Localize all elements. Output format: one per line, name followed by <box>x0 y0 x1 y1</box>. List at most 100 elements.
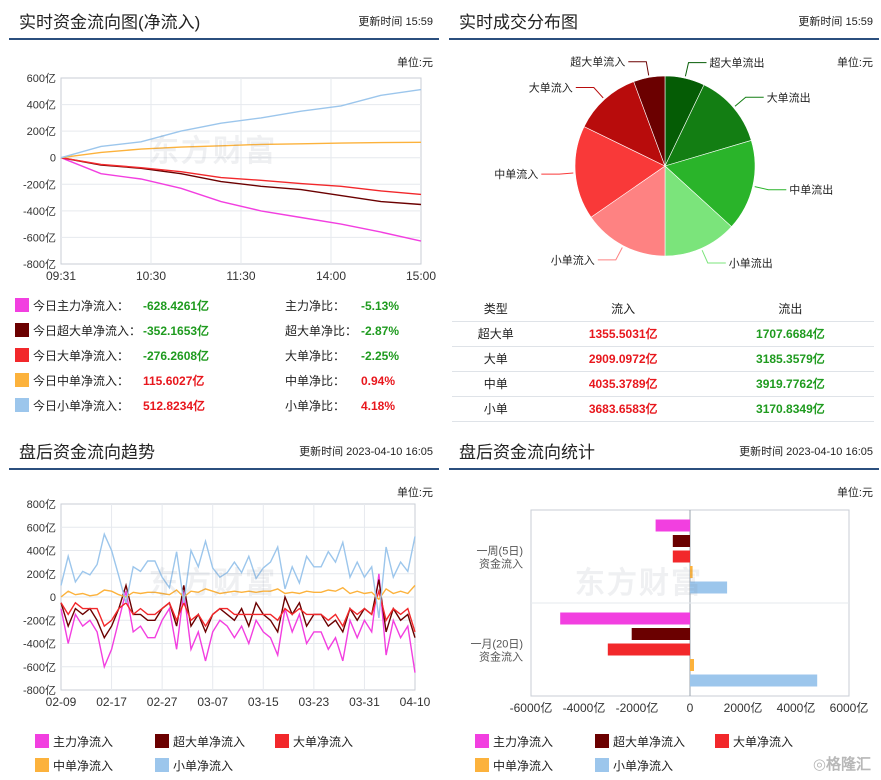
row-outflow: 3170.8349亿 <box>706 396 874 422</box>
legend-value: 512.8234亿 <box>143 399 206 413</box>
legend-swatch <box>15 373 29 387</box>
row-type: 小单 <box>452 396 540 422</box>
legend-item: 大单净流入 <box>275 734 353 750</box>
pie-leader-line <box>628 61 650 76</box>
legend-label: 主力净流入 <box>53 735 114 749</box>
legend-swatch <box>595 734 609 748</box>
category-label: 资金流入 <box>479 650 523 664</box>
legend-item: 小单净流入 <box>595 758 673 774</box>
pie-slice-label: 中单流入 <box>494 167 538 181</box>
y-tick-label: 400亿 <box>27 99 56 112</box>
legend-item: 今日小单净流入： <box>15 398 129 414</box>
bar <box>690 659 694 671</box>
panel-header: 实时资金流向图(净流入) 更新时间 15:59 <box>9 0 439 40</box>
panel-header: 实时成交分布图 更新时间 15:59 <box>449 0 879 40</box>
pie-slice <box>574 126 666 218</box>
legend-swatch <box>475 734 489 748</box>
y-tick-label: 0 <box>50 592 56 604</box>
panel-title: 实时资金流向图(净流入) <box>19 13 201 32</box>
realtime-flow-panel: 实时资金流向图(净流入) 更新时间 15:59 单位:元 600亿 400亿 200… <box>9 0 439 420</box>
row-inflow: 2909.0972亿 <box>539 346 707 372</box>
ratio-value: -5.13% <box>361 299 400 313</box>
panel-title: 实时成交分布图 <box>459 13 578 32</box>
legend-item: 超大单净流入 <box>595 734 685 750</box>
unit-label: 单位:元 <box>836 487 873 499</box>
pie-slice-label: 超大单流入 <box>570 55 625 69</box>
legend-swatch <box>155 758 169 772</box>
series-line <box>60 88 422 159</box>
update-time: 更新时间 2023-04-10 16:05 <box>299 446 433 458</box>
ratio-value: 0.94% <box>361 374 396 388</box>
ratio-value: -2.87% <box>361 324 400 338</box>
series-line <box>60 532 416 618</box>
x-tick-label: 03-15 <box>248 695 279 709</box>
post-market-stats-panel: 盘后资金流向统计 更新时间 2023-04-10 16:05 单位:元 -600… <box>449 430 879 780</box>
legend-swatch <box>35 758 49 772</box>
watermark: 东方财富 <box>149 567 277 600</box>
bar <box>560 612 690 625</box>
unit-label: 单位:元 <box>396 487 433 499</box>
stats-legend: 主力净流入 超大单净流入 大单净流入 中单净流入 小单净流入 <box>449 734 869 776</box>
series-line <box>60 588 416 633</box>
legend-row: 今日中单净流入： 115.6027亿 中单净比： 0.94% <box>15 373 435 389</box>
category-label: 一月(20日) <box>470 639 523 651</box>
pie-slice-label: 大单流出 <box>767 90 811 104</box>
y-tick-label: 200亿 <box>27 125 56 138</box>
pie-slice <box>590 165 666 257</box>
legend-row: 今日小单净流入： 512.8234亿 小单净比： 4.18% <box>15 398 435 414</box>
panel-header: 盘后资金流向统计 更新时间 2023-04-10 16:05 <box>449 430 879 470</box>
ratio-label: 小单净比： <box>285 399 346 413</box>
legend-item: 今日中单净流入： <box>15 373 129 389</box>
pie-leader-line <box>701 249 726 264</box>
x-tick-label: 03-23 <box>299 695 330 709</box>
legend-item: 今日超大单净流入： <box>15 323 141 339</box>
legend-swatch <box>275 734 289 748</box>
x-tick-label: 0 <box>687 701 694 715</box>
ratio-value: -2.25% <box>361 349 400 363</box>
realtime-distribution-panel: 实时成交分布图 更新时间 15:59 单位:元 超大单流出 大单流出 中单流出 小单流… <box>449 0 879 420</box>
legend-swatch <box>715 734 729 748</box>
y-tick-label: 600亿 <box>27 521 56 534</box>
column-header: 类型 <box>452 296 540 322</box>
row-outflow: 3185.3579亿 <box>706 346 874 372</box>
series-line <box>60 157 422 196</box>
row-inflow: 1355.5031亿 <box>539 321 707 347</box>
bar <box>690 581 728 594</box>
legend-value: -352.1653亿 <box>143 324 210 338</box>
watermark: 东方财富 <box>575 567 703 600</box>
y-tick-label: -400亿 <box>23 205 56 218</box>
unit-label: 单位:元 <box>836 57 873 69</box>
x-tick-label: 04-10 <box>400 695 431 709</box>
legend-swatch <box>15 398 29 412</box>
ratio-label: 中单净比： <box>285 374 346 388</box>
x-tick-label: 03-31 <box>349 695 380 709</box>
legend-item: 超大单净流入 <box>155 734 245 750</box>
bar <box>607 643 690 656</box>
pie-leader-line <box>575 87 604 99</box>
x-tick-label: 02-17 <box>96 695 127 709</box>
legend-label: 今日主力净流入： <box>33 299 130 313</box>
series-line <box>60 573 416 673</box>
x-tick-label: 11:30 <box>226 269 255 283</box>
bar <box>631 628 690 640</box>
pie-slice <box>664 140 756 228</box>
table-header-row: 类型 流入 流出 <box>452 296 874 322</box>
legend-label: 超大单净流入 <box>613 735 686 749</box>
row-type: 超大单 <box>452 321 540 347</box>
update-time: 更新时间 15:59 <box>798 16 873 28</box>
ratio-label: 主力净比： <box>285 299 346 313</box>
pie-slice <box>633 75 666 167</box>
legend-value: -628.4261亿 <box>143 299 210 313</box>
legend-swatch <box>35 734 49 748</box>
y-tick-label: -200亿 <box>23 614 56 627</box>
legend-label: 今日大单净流入： <box>33 349 130 363</box>
legend-row: 今日主力净流入： -628.4261亿 主力净比： -5.13% <box>15 298 435 314</box>
logo-mark-icon: ◎ <box>812 756 826 773</box>
pie-slice <box>664 84 752 167</box>
pie-leader-line <box>541 172 574 175</box>
x-tick-label: -4000亿 <box>563 700 606 715</box>
update-time: 更新时间 2023-04-10 16:05 <box>739 446 873 458</box>
pie-slice <box>664 165 732 257</box>
x-tick-label: 09:31 <box>46 269 76 283</box>
